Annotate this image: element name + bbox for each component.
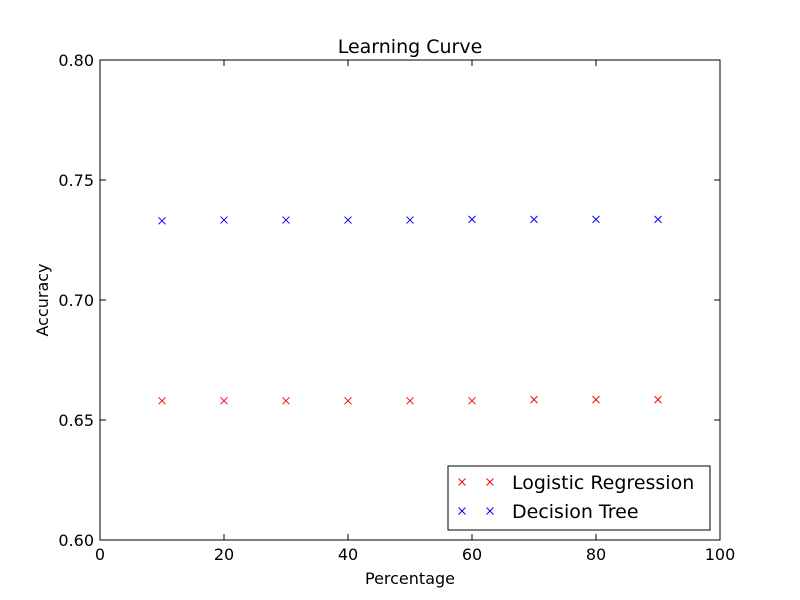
legend: Logistic Regression Decision Tree [447,465,711,531]
data-point [592,215,600,224]
data-point [282,216,290,224]
axis-ticks: 0 20 40 60 80 100 0.60 0.65 0.70 0.75 0.80 [58,51,735,564]
y-tick-label: 0.75 [58,171,94,190]
data-point [592,395,600,404]
data-point [468,215,476,224]
series-decision-tree [158,215,662,225]
y-tick-label: 0.60 [58,531,94,550]
data-point [344,216,352,224]
y-axis-title: Accuracy [33,263,52,336]
data-point [530,395,538,404]
x-tick-label: 0 [95,545,105,564]
legend-item: Decision Tree [458,501,639,523]
legend-marker [486,478,494,486]
series-logistic-regression [158,395,662,405]
x-tick-label: 40 [338,545,358,564]
data-marks [158,215,662,405]
legend-label: Logistic Regression [512,472,694,494]
data-point [468,396,476,405]
legend-marker [458,478,466,486]
plot-area [99,59,721,541]
x-tick-label: 60 [462,545,482,564]
x-axis-title: Percentage [365,569,455,588]
legend-marker [486,507,494,515]
y-tick-label: 0.65 [58,411,94,430]
data-point [530,215,538,224]
data-point [158,216,166,225]
data-point [654,395,662,404]
legend-box [447,465,711,531]
data-point [406,396,414,405]
data-point [220,396,228,405]
x-tick-label: 20 [214,545,234,564]
data-point [220,216,228,224]
chart-title: Learning Curve [338,36,483,58]
legend-item: Logistic Regression [458,472,694,494]
y-tick-label: 0.70 [58,291,94,310]
x-tick-label: 100 [705,545,736,564]
data-point [344,396,352,405]
y-tick-label: 0.80 [58,51,94,70]
x-tick-label: 80 [586,545,606,564]
data-point [158,396,166,405]
data-point [654,215,662,224]
legend-marker [458,507,466,515]
legend-label: Decision Tree [512,501,639,523]
data-point [406,216,414,224]
data-point [282,396,290,405]
